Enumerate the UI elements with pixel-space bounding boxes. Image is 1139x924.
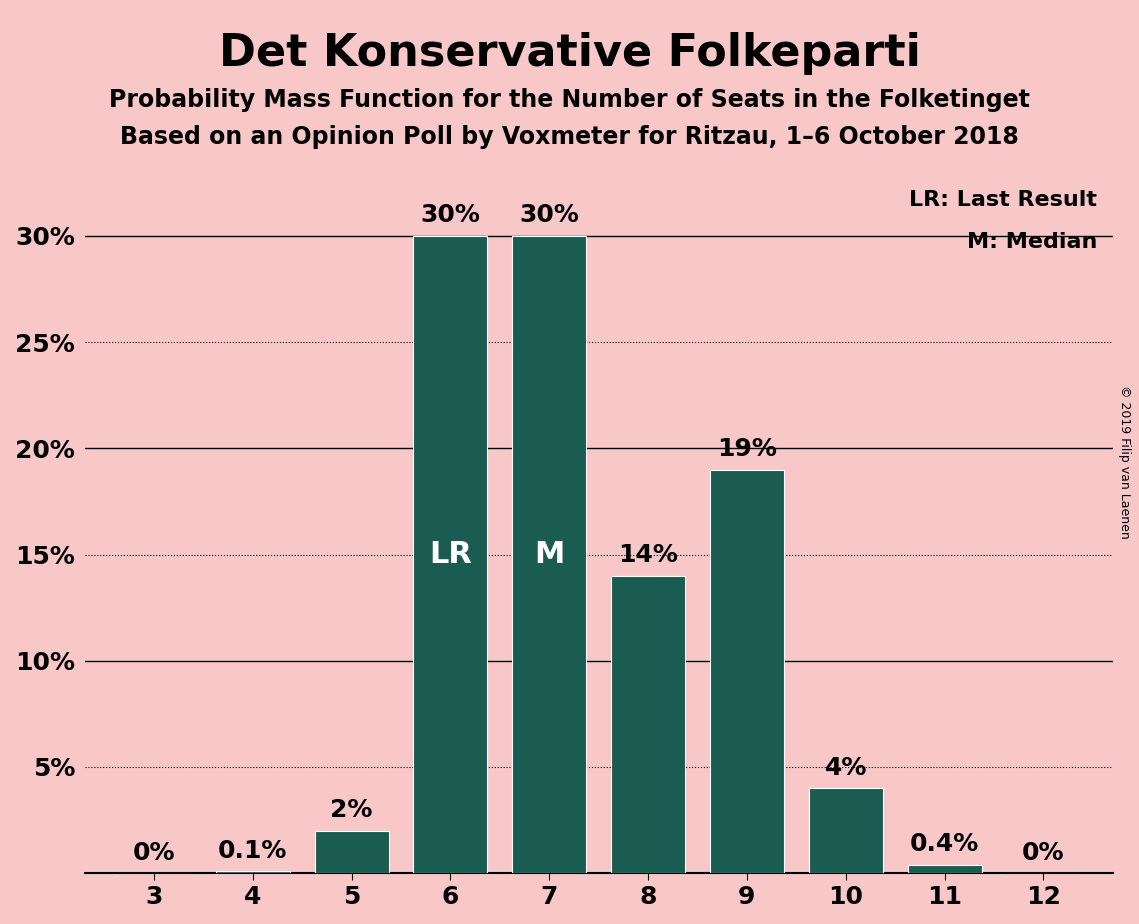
Text: 0%: 0% [1022,841,1065,865]
Bar [908,865,982,873]
Text: LR: Last Result: LR: Last Result [909,189,1097,210]
Text: M: M [534,540,565,569]
Text: Det Konservative Folkeparti: Det Konservative Folkeparti [219,32,920,76]
Text: Based on an Opinion Poll by Voxmeter for Ritzau, 1–6 October 2018: Based on an Opinion Poll by Voxmeter for… [120,125,1019,149]
Bar [513,236,587,873]
Text: M: Median: M: Median [967,232,1097,251]
Text: 14%: 14% [618,543,678,567]
Text: 19%: 19% [716,437,777,461]
Bar [611,576,686,873]
Bar [809,788,883,873]
Text: 4%: 4% [825,756,867,780]
Text: LR: LR [429,540,472,569]
Text: 30%: 30% [519,203,580,227]
Text: 0%: 0% [132,841,175,865]
Text: 0.4%: 0.4% [910,833,980,857]
Bar [710,469,784,873]
Bar [215,871,289,873]
Text: 30%: 30% [420,203,481,227]
Text: 0.1%: 0.1% [218,839,287,863]
Bar [314,831,388,873]
Text: © 2019 Filip van Laenen: © 2019 Filip van Laenen [1117,385,1131,539]
Text: 2%: 2% [330,798,372,822]
Text: Probability Mass Function for the Number of Seats in the Folketinget: Probability Mass Function for the Number… [109,88,1030,112]
Bar [413,236,487,873]
